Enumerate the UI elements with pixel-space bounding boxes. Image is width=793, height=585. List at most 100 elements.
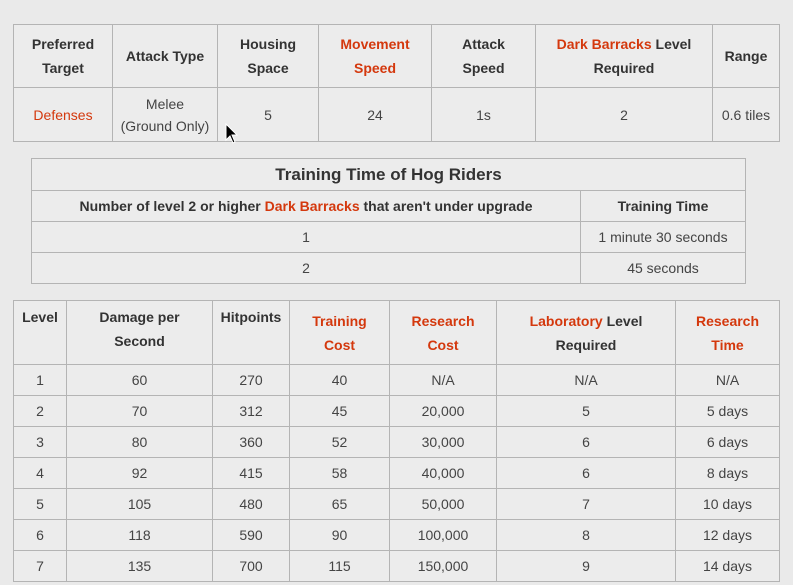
header-dark-barracks-level: Dark Barracks Level Required (535, 24, 713, 88)
research-cost-cell: 30,000 (389, 426, 497, 458)
header-attack-type: Attack Type (112, 24, 218, 88)
level-cell: 2 (13, 395, 67, 427)
level-row: 3 80 360 52 30,000 6 6 days (13, 426, 780, 458)
training-cost-cell: 52 (289, 426, 390, 458)
header-laboratory-level: Laboratory Level Required (496, 300, 676, 365)
movement-speed-value: 24 (318, 87, 432, 142)
research-cost-cell: 40,000 (389, 457, 497, 489)
level-row: 5 105 480 65 50,000 7 10 days (13, 488, 780, 520)
level-cell: 1 (13, 364, 67, 396)
header-housing-space: Housing Space (217, 24, 319, 88)
laboratory-link[interactable]: Laboratory (529, 312, 603, 329)
level-header-row: Level Damage per Second Hitpoints Traini… (13, 300, 780, 365)
laboratory-level-cell: N/A (496, 364, 676, 396)
defenses-link[interactable]: Defenses (33, 106, 93, 123)
movement-speed-link-2[interactable]: Speed (353, 60, 396, 76)
header-attack-speed: Attack Speed (431, 24, 536, 88)
training-header-row: Number of level 2 or higher Dark Barrack… (31, 190, 746, 222)
level-row: 6 118 590 90 100,000 8 12 days (13, 519, 780, 551)
research-cost-cell: 20,000 (389, 395, 497, 427)
stats-value-row: Defenses Melee (Ground Only) 5 24 1s 2 0… (13, 87, 780, 142)
research-time-cell: 10 days (675, 488, 780, 520)
research-cost-cell: 50,000 (389, 488, 497, 520)
research-cost-link-2[interactable]: Cost (427, 336, 459, 353)
header-range: Range (712, 24, 780, 88)
laboratory-level-cell: 6 (496, 457, 676, 489)
dark-barracks-link-training[interactable]: Dark Barracks (264, 198, 360, 214)
barracks-count: 2 (31, 252, 581, 284)
damage-per-second-cell: 118 (66, 519, 213, 551)
preferred-target-value[interactable]: Defenses (13, 87, 113, 142)
research-time-link[interactable]: Research (695, 312, 760, 329)
attack-speed-value: 1s (431, 87, 536, 142)
level-cell: 7 (13, 550, 67, 582)
header-barracks-count: Number of level 2 or higher Dark Barrack… (31, 190, 581, 222)
level-row: 2 70 312 45 20,000 5 5 days (13, 395, 780, 427)
research-cost-cell: 100,000 (389, 519, 497, 551)
training-title-row: Training Time of Hog Riders (31, 158, 746, 191)
training-cost-cell: 58 (289, 457, 390, 489)
research-time-cell: 5 days (675, 395, 780, 427)
dark-barracks-link[interactable]: Dark Barracks (556, 36, 652, 52)
training-cost-link[interactable]: Training (312, 312, 367, 329)
damage-per-second-cell: 70 (66, 395, 213, 427)
level-rows: 1 60 270 40 N/A N/A N/A 2 70 312 45 20,000 5 5 days 3 8… (13, 364, 780, 582)
damage-per-second-cell: 92 (66, 457, 213, 489)
hitpoints-cell: 270 (212, 364, 290, 396)
training-cost-link-2[interactable]: Cost (323, 336, 356, 353)
research-time-cell: 8 days (675, 457, 780, 489)
training-time-table: Training Time of Hog Riders Number of le… (31, 158, 746, 284)
training-row: 1 1 minute 30 seconds (31, 221, 746, 253)
damage-per-second-cell: 80 (66, 426, 213, 458)
mouse-pointer-icon (225, 123, 239, 144)
level-stats-table: Level Damage per Second Hitpoints Traini… (13, 300, 780, 582)
training-row: 2 45 seconds (31, 252, 746, 284)
hitpoints-cell: 415 (212, 457, 290, 489)
hitpoints-cell: 700 (212, 550, 290, 582)
stats-header-row: Preferred Target Attack Type Housing Spa… (13, 24, 780, 88)
training-cost-cell: 45 (289, 395, 390, 427)
barracks-count: 1 (31, 221, 581, 253)
research-time-cell: N/A (675, 364, 780, 396)
laboratory-level-cell: 8 (496, 519, 676, 551)
level-cell: 5 (13, 488, 67, 520)
header-movement-speed[interactable]: Movement Speed (318, 24, 432, 88)
training-cost-cell: 65 (289, 488, 390, 520)
header-damage-per-second: Damage per Second (66, 300, 213, 365)
research-time-cell: 6 days (675, 426, 780, 458)
level-row: 7 135 700 115 150,000 9 14 days (13, 550, 780, 582)
hitpoints-cell: 590 (212, 519, 290, 551)
hitpoints-cell: 480 (212, 488, 290, 520)
hitpoints-cell: 312 (212, 395, 290, 427)
movement-speed-link[interactable]: Movement (340, 36, 410, 52)
level-cell: 4 (13, 457, 67, 489)
header-research-cost[interactable]: Research Cost (389, 300, 497, 365)
header-research-time[interactable]: Research Time (675, 300, 780, 365)
damage-per-second-cell: 135 (66, 550, 213, 582)
header-preferred-target: Preferred Target (13, 24, 113, 88)
attack-type-value: Melee (Ground Only) (112, 87, 218, 142)
laboratory-level-cell: 7 (496, 488, 676, 520)
dark-barracks-level-value: 2 (535, 87, 713, 142)
laboratory-level-cell: 5 (496, 395, 676, 427)
laboratory-level-cell: 6 (496, 426, 676, 458)
training-table-title: Training Time of Hog Riders (31, 158, 746, 191)
troop-stats-table: Preferred Target Attack Type Housing Spa… (13, 24, 780, 142)
research-cost-cell: 150,000 (389, 550, 497, 582)
training-cost-cell: 90 (289, 519, 390, 551)
research-time-cell: 12 days (675, 519, 780, 551)
laboratory-level-cell: 9 (496, 550, 676, 582)
research-cost-cell: N/A (389, 364, 497, 396)
research-cost-link[interactable]: Research (411, 312, 475, 329)
header-training-cost[interactable]: Training Cost (289, 300, 390, 365)
level-cell: 6 (13, 519, 67, 551)
hitpoints-cell: 360 (212, 426, 290, 458)
damage-per-second-cell: 60 (66, 364, 213, 396)
training-time: 1 minute 30 seconds (580, 221, 746, 253)
level-row: 1 60 270 40 N/A N/A N/A (13, 364, 780, 396)
training-cost-cell: 40 (289, 364, 390, 396)
research-time-link-2[interactable]: Time (711, 336, 744, 353)
training-cost-cell: 115 (289, 550, 390, 582)
level-cell: 3 (13, 426, 67, 458)
damage-per-second-cell: 105 (66, 488, 213, 520)
